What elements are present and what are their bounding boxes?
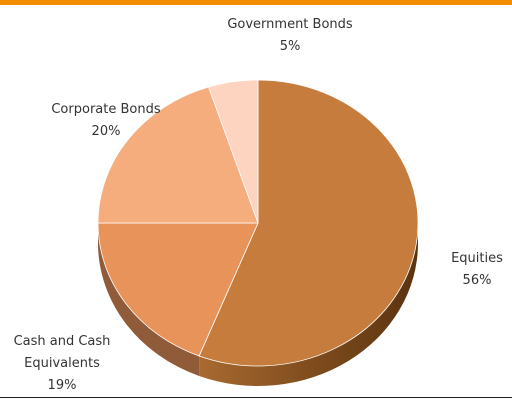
pie-slice-government-bonds (208, 79, 259, 224)
pie-chart: Equities 56% Cash and Cash Equivalents 19% Co… (14, 17, 504, 393)
pie-side-cash-and-cash-equivalents (98, 223, 200, 376)
data-label-government-bonds: Government Bonds 5% (227, 17, 353, 54)
data-label-value: 5% (280, 39, 301, 54)
data-label-corporate-bonds: Corporate Bonds 20% (51, 102, 160, 139)
data-label-value: 56% (463, 273, 492, 288)
data-label-value: 20% (92, 124, 121, 139)
pie-side-equities (199, 223, 418, 386)
data-label-equities: Equities 56% (451, 251, 503, 288)
data-label-category: Government Bonds (227, 17, 353, 32)
pie-slice-equities (198, 79, 419, 367)
data-label-category: Equivalents (24, 356, 100, 371)
data-label-category: Cash and Cash (14, 334, 111, 349)
data-label-category: Equities (451, 251, 503, 266)
data-label-value: 19% (48, 378, 77, 393)
pie-slice-cash-and-cash-equivalents (97, 222, 259, 357)
data-label-category: Corporate Bonds (51, 102, 160, 117)
pie-slice-corporate-bonds (97, 86, 259, 224)
data-label-cash-and-cash-equivalents: Cash and Cash Equivalents 19% (14, 334, 111, 393)
